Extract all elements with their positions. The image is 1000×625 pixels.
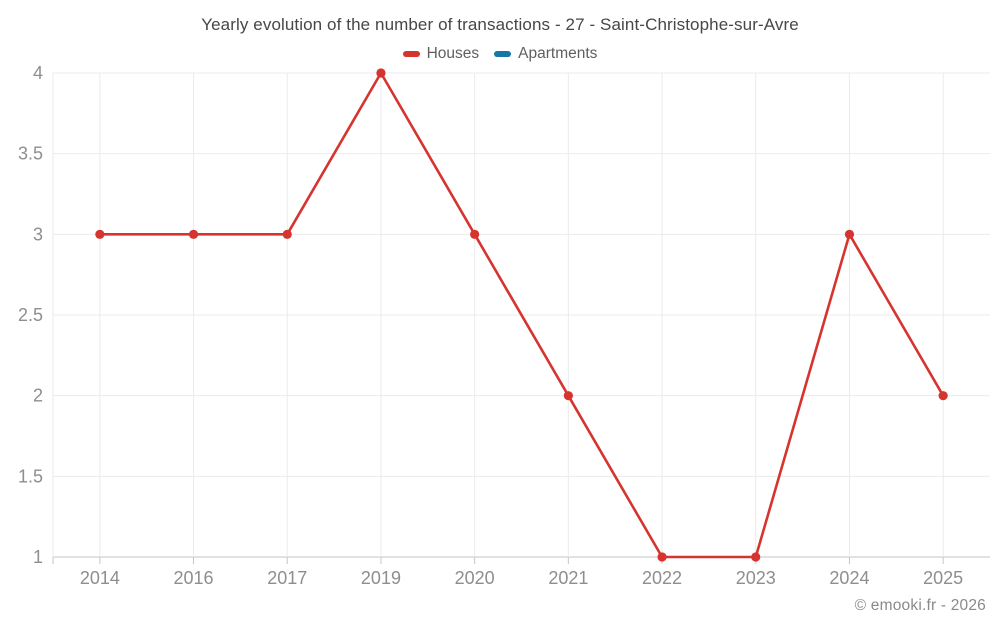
data-point xyxy=(938,391,948,401)
legend-label: Apartments xyxy=(518,45,598,62)
credit-text: © emooki.fr - 2026 xyxy=(854,597,986,614)
data-point xyxy=(470,229,480,239)
legend-swatch-apartments xyxy=(494,50,512,58)
legend-swatch-houses xyxy=(402,50,420,58)
legend-item-houses[interactable]: Houses xyxy=(402,45,480,63)
data-point xyxy=(751,552,761,562)
y-tick-label: 1 xyxy=(33,547,43,567)
chart-legend: Houses Apartments xyxy=(0,44,1000,64)
chart-title: Yearly evolution of the number of transa… xyxy=(201,15,799,34)
data-point xyxy=(282,229,292,239)
data-point xyxy=(188,229,199,239)
y-tick-label: 4 xyxy=(33,63,43,83)
data-point xyxy=(95,229,105,239)
y-tick-label: 1.5 xyxy=(18,466,43,486)
legend-label: Houses xyxy=(426,45,480,62)
data-point xyxy=(844,229,855,239)
x-tick-label: 2020 xyxy=(455,568,495,588)
legend-item-apartments[interactable]: Apartments xyxy=(494,45,597,63)
x-tick-label: 2019 xyxy=(361,568,401,588)
x-tick-label: 2023 xyxy=(736,568,776,588)
x-tick-label: 2014 xyxy=(80,568,120,588)
data-point xyxy=(376,68,386,78)
x-tick-label: 2025 xyxy=(923,568,963,588)
y-tick-label: 3.5 xyxy=(18,144,43,164)
series-line-houses xyxy=(98,71,945,559)
y-tick-label: 2.5 xyxy=(18,305,43,325)
x-tick-label: 2017 xyxy=(267,568,307,588)
x-tick-label: 2024 xyxy=(829,568,869,588)
y-tick-label: 3 xyxy=(33,224,43,244)
data-point xyxy=(563,391,573,401)
x-tick-label: 2021 xyxy=(548,568,588,588)
data-point xyxy=(657,552,667,562)
x-tick-label: 2016 xyxy=(174,568,214,588)
y-tick-label: 2 xyxy=(33,386,43,406)
x-tick-label: 2022 xyxy=(642,568,682,588)
